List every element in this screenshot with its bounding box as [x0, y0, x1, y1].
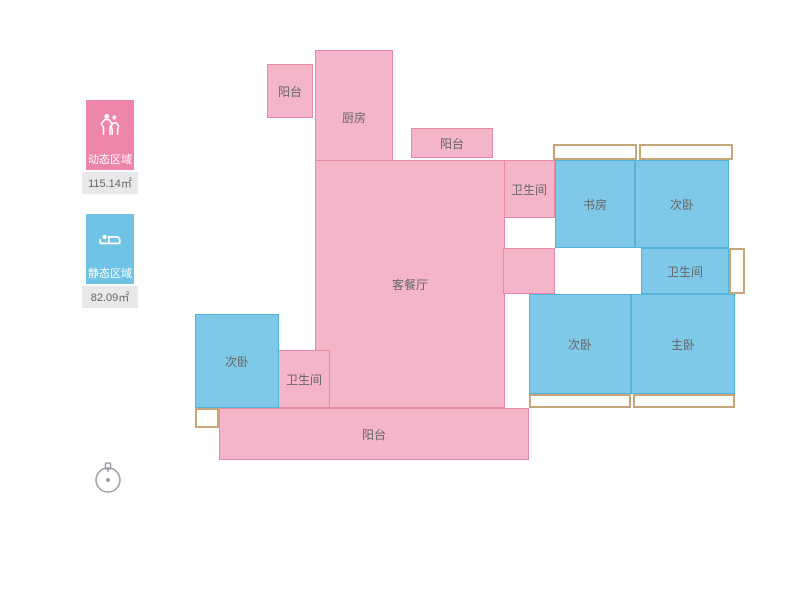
- room-label: 厨房: [342, 109, 366, 126]
- legend-static-value: 82.09㎡: [82, 286, 138, 308]
- room-label: 卫生间: [667, 263, 703, 280]
- room-bath-right: 卫生间: [641, 248, 729, 294]
- room-label: 阳台: [278, 83, 302, 100]
- legend-static-label: 静态区域: [86, 262, 134, 284]
- room-outline-br1: [529, 394, 631, 408]
- room-label: 主卧: [671, 336, 695, 353]
- legend-dynamic: 动态区域 115.14㎡: [80, 100, 140, 194]
- room-label: 客餐厅: [392, 276, 428, 293]
- room-outline-right: [729, 248, 745, 294]
- room-living-dining: 客餐厅: [315, 160, 505, 408]
- room-bedroom-tr: 次卧: [635, 160, 729, 248]
- people-icon: [86, 100, 134, 148]
- sleep-icon: [86, 214, 134, 262]
- compass-icon: [90, 460, 126, 501]
- room-balcony-bottom: 阳台: [219, 408, 529, 460]
- room-label: 阳台: [362, 426, 386, 443]
- room-passage: [503, 248, 555, 294]
- room-label: 次卧: [568, 336, 592, 353]
- room-label: 次卧: [670, 196, 694, 213]
- room-outline-bl: [195, 408, 219, 428]
- room-outline-tr1: [553, 144, 637, 160]
- room-bedroom-bl: 次卧: [195, 314, 279, 408]
- legend-dynamic-label: 动态区域: [86, 148, 134, 170]
- room-balcony-top-mid: 阳台: [411, 128, 493, 158]
- room-study: 书房: [555, 160, 635, 248]
- room-outline-tr2: [639, 144, 733, 160]
- room-bath-mid: 卫生间: [503, 160, 555, 218]
- floor-plan: 阳台厨房阳台卫生间客餐厅卫生间阳台次卧书房次卧卫生间次卧主卧: [195, 50, 755, 530]
- room-bath-bl: 卫生间: [278, 350, 330, 408]
- room-label: 次卧: [225, 353, 249, 370]
- room-label: 书房: [583, 196, 607, 213]
- legend-panel: 动态区域 115.14㎡ 静态区域 82.09㎡: [80, 100, 140, 328]
- room-balcony-top-left: 阳台: [267, 64, 313, 118]
- legend-static: 静态区域 82.09㎡: [80, 214, 140, 308]
- room-label: 卫生间: [286, 371, 322, 388]
- room-bedroom-mid: 次卧: [529, 294, 631, 394]
- room-label: 阳台: [440, 135, 464, 152]
- room-outline-br2: [633, 394, 735, 408]
- room-label: 卫生间: [511, 181, 547, 198]
- legend-dynamic-value: 115.14㎡: [82, 172, 138, 194]
- room-master-bedroom: 主卧: [631, 294, 735, 394]
